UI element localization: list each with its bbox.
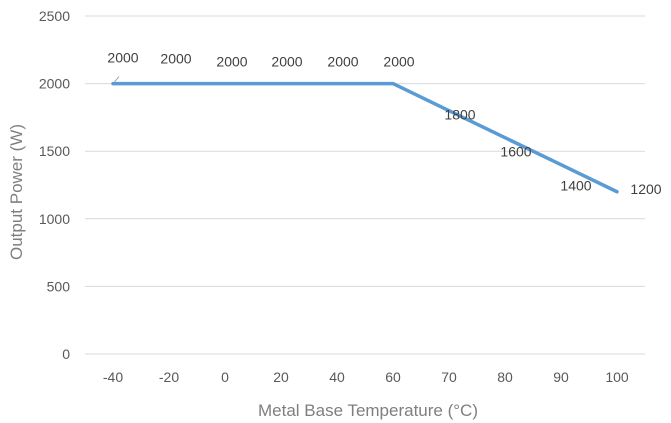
data-point — [279, 82, 283, 86]
y-axis-title: Output Power (W) — [7, 124, 26, 260]
x-tick-label: 100 — [605, 369, 629, 385]
x-axis-title: Metal Base Temperature (°C) — [258, 401, 478, 420]
y-axis-ticks: 0 500 1000 1500 2000 2500 — [39, 8, 70, 362]
data-label: 2000 — [327, 54, 358, 70]
data-labels: 2000 2000 2000 2000 2000 2000 1800 1600 1400 1200 — [107, 50, 661, 197]
series — [111, 81, 619, 194]
data-label: 2000 — [160, 51, 191, 67]
series-line — [111, 81, 619, 194]
data-point — [615, 190, 619, 194]
y-tick-label: 1500 — [39, 143, 70, 159]
data-point — [503, 136, 507, 140]
data-label: 2000 — [216, 54, 247, 70]
x-tick-label: 40 — [329, 369, 345, 385]
data-point — [111, 82, 115, 86]
x-tick-label: -20 — [159, 369, 179, 385]
y-tick-label: 2500 — [39, 8, 70, 24]
x-tick-label: 90 — [553, 369, 569, 385]
x-axis-ticks: -40 -20 0 20 40 60 70 80 90 100 — [103, 369, 629, 385]
data-point — [167, 82, 171, 86]
data-label: 2000 — [107, 50, 138, 66]
y-tick-label: 2000 — [39, 76, 70, 92]
data-label: 1800 — [444, 107, 475, 123]
x-tick-label: 80 — [497, 369, 513, 385]
x-tick-label: 70 — [441, 369, 457, 385]
x-tick-label: 60 — [385, 369, 401, 385]
data-label: 1400 — [560, 178, 591, 194]
data-point — [391, 82, 395, 86]
x-tick-label: 20 — [273, 369, 289, 385]
data-label: 1200 — [630, 181, 661, 197]
data-label: 2000 — [383, 54, 414, 70]
data-point — [223, 82, 227, 86]
x-tick-label: 0 — [221, 369, 229, 385]
data-label: 2000 — [271, 54, 302, 70]
data-point — [559, 163, 563, 167]
x-tick-label: -40 — [103, 369, 123, 385]
data-point — [447, 109, 451, 113]
data-point — [335, 82, 339, 86]
y-tick-label: 0 — [62, 346, 70, 362]
leader-line — [113, 76, 120, 83]
data-label: 1600 — [500, 144, 531, 160]
y-tick-label: 500 — [47, 278, 71, 294]
y-tick-label: 1000 — [39, 211, 70, 227]
